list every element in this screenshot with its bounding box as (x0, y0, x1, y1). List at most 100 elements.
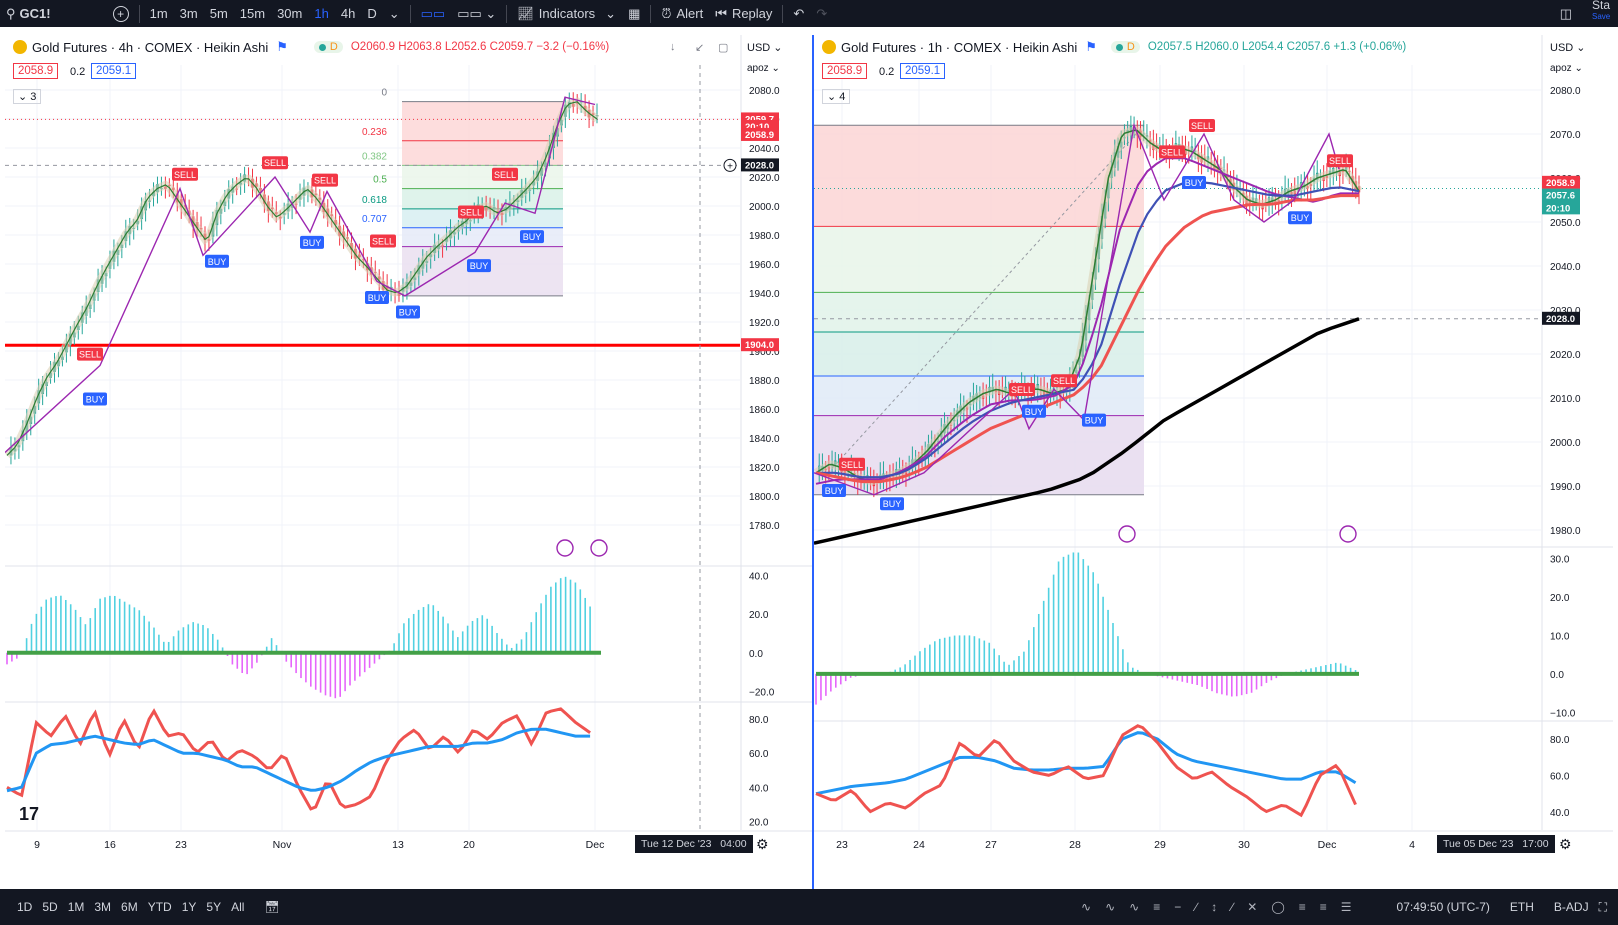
currency-selector[interactable]: USD ⌄ (1550, 42, 1586, 54)
scale-mode-selector[interactable]: apoz ⌄ (1550, 63, 1583, 74)
sell-signal-label: SELL (460, 208, 482, 218)
date-range-button[interactable]: 📅︎ (259, 900, 284, 914)
settings-gear-icon[interactable]: ⚙ (756, 836, 769, 852)
price-axis-label: 2000.0 (749, 202, 780, 213)
clock-time[interactable]: 07:49:50 (UTC-7) (1396, 900, 1490, 914)
redo-button[interactable]: ↷ (810, 0, 833, 27)
interval-3m[interactable]: 3m (179, 6, 198, 21)
replay-button[interactable]: ⏮︎ Replay (709, 0, 778, 27)
buy-signal (396, 305, 420, 319)
ohlc-change: +1.3 (+0.06%) (1333, 41, 1407, 53)
left-chart-canvas[interactable]: 0 0.236 0.382 0.5 0.618 0.707 SELL SELL SELL SELL… (5, 35, 813, 889)
buy-signal-label: BUY (1025, 407, 1044, 417)
right-ohlc: O2057.5 H2060.0 L2054.4 C2057.6 +1.3 (+0… (1148, 41, 1406, 53)
scroll-down-icon[interactable]: ↓ (670, 41, 676, 53)
undo-button[interactable]: ↶ (787, 0, 810, 27)
right-chart-canvas[interactable]: SELL SELL SELL SELL SELL SELL BUY BUY BUY BUY BUY B… (814, 35, 1613, 889)
crosshair-date-label: Tue 12 Dec '23 04:00 (635, 835, 753, 853)
range-3m[interactable]: 3M (94, 900, 112, 914)
indicators-toggle[interactable]: ⌄ 4 (822, 89, 851, 104)
fullscreen-icon[interactable]: ⛶ (1598, 899, 1607, 914)
buy-price-box[interactable]: 2059.1 (900, 63, 946, 79)
panel-toggle-button[interactable]: ◫ (1554, 0, 1578, 27)
sell-signal-label: SELL (79, 350, 101, 360)
time-axis-label: 16 (104, 839, 116, 851)
buy-signal-label: BUY (86, 395, 105, 405)
ray-icon[interactable]: − (1174, 900, 1182, 914)
currency-selector[interactable]: USD ⌄ (747, 42, 783, 54)
layout-button[interactable]: ▦ (622, 0, 646, 27)
interval-D[interactable]: D (367, 6, 377, 21)
scale-mode-label: apoz (1550, 63, 1572, 74)
chart-pane-right[interactable]: SELL SELL SELL SELL SELL SELL BUY BUY BUY BUY BUY B… (812, 35, 1613, 889)
bar-style-button[interactable]: ▭▭ (415, 0, 452, 27)
abcd-icon[interactable]: ∿ (1129, 900, 1140, 914)
range-5y[interactable]: 5Y (206, 900, 222, 914)
save-area[interactable]: Sta Save (1578, 0, 1618, 27)
trend-line-icon[interactable]: ∕ (1195, 900, 1198, 914)
rsi-axis-label: 80.0 (1550, 735, 1570, 746)
sell-price-box[interactable]: 2058.9 (822, 63, 868, 79)
price-axis-label: 1800.0 (749, 492, 780, 503)
undo-icon: ↶ (793, 5, 805, 21)
maximize-icon[interactable]: ▢ (718, 42, 729, 54)
sell-price-box[interactable]: 2058.9 (13, 63, 59, 79)
sell-signal (492, 167, 518, 181)
time-axis-label: 20 (463, 839, 475, 851)
symbol-search[interactable]: ⚲ GC1! (0, 0, 57, 27)
sell-signal-label: SELL (264, 158, 286, 168)
indicators-toggle[interactable]: ⌄ 3 (13, 89, 42, 104)
sell-signal-label: SELL (314, 176, 336, 186)
range-1y[interactable]: 1Y (181, 900, 197, 914)
interval-30m[interactable]: 30m (277, 6, 303, 21)
range-all[interactable]: All (231, 900, 245, 914)
alarm-clock-icon: ⏰︎ (661, 5, 672, 21)
range-1m[interactable]: 1M (67, 900, 85, 914)
buy-price-box[interactable]: 2059.1 (91, 63, 137, 79)
ohlc-low: L2054.4 (1241, 41, 1284, 53)
save-sublabel: Save (1592, 12, 1611, 21)
settings-gear-icon[interactable]: ⚙ (1559, 836, 1572, 852)
sell-signal (1051, 374, 1077, 388)
adjustment-toggle[interactable]: B-ADJ (1553, 900, 1589, 914)
indicators-button[interactable]: 📈︎ Indicators ⌄ (511, 0, 622, 27)
range-6m[interactable]: 6M (121, 900, 138, 914)
sell-signal-label: SELL (1191, 121, 1213, 131)
price-axis-label: 1980.0 (749, 231, 780, 242)
interval-1m[interactable]: 1m (149, 6, 168, 21)
pattern-icon[interactable]: ∿ (1081, 900, 1092, 914)
range-buttons: 1D 5D 1M 3M 6M YTD 1Y 5Y All (12, 900, 249, 914)
xabcd-icon[interactable]: ✕ (1247, 900, 1258, 914)
parallel-channel-icon[interactable]: ≡ (1153, 900, 1161, 914)
time-axis-label: 9 (34, 839, 40, 851)
alert-button[interactable]: ⏰︎ Alert (655, 0, 709, 27)
osc-axis-label: 30.0 (1550, 555, 1570, 566)
price-axis-label: 1980.0 (1550, 526, 1581, 537)
interval-1h[interactable]: 1h (314, 6, 329, 21)
range-5d[interactable]: 5D (42, 900, 58, 914)
sell-signal (312, 173, 338, 187)
range-ytd[interactable]: YTD (147, 900, 172, 914)
pitchfork-icon[interactable]: ↕ (1211, 900, 1218, 914)
chart-type-button[interactable]: ▭▭ ⌄ (451, 0, 502, 27)
interval-15m[interactable]: 15m (239, 6, 266, 21)
redo-icon: ↷ (816, 5, 828, 21)
price-axis-label: 1940.0 (749, 289, 780, 300)
interval-dropdown[interactable]: ⌄ (383, 0, 406, 27)
rsi-line (6, 707, 591, 811)
fib-icon[interactable]: ≡ (1298, 900, 1306, 914)
interval-4h[interactable]: 4h (340, 6, 356, 21)
collapse-icon[interactable]: ↙ (695, 42, 705, 54)
chart-pane-left[interactable]: 0 0.236 0.382 0.5 0.618 0.707 SELL SELL SELL SELL… (5, 35, 813, 889)
elliott-wave-icon[interactable]: ∿ (1105, 900, 1116, 914)
ruler-icon[interactable]: ≡ (1319, 900, 1327, 914)
circle-icon[interactable]: ◯ (1271, 900, 1285, 914)
compare-symbol-button[interactable]: + (107, 0, 135, 27)
range-1d[interactable]: 1D (17, 900, 33, 914)
long-line-icon[interactable]: ∕ (1231, 900, 1234, 914)
sell-signal (77, 347, 103, 361)
session-toggle[interactable]: ETH (1509, 900, 1534, 914)
menu-icon[interactable]: ☰ (1340, 900, 1352, 914)
scale-mode-selector[interactable]: apoz ⌄ (747, 63, 780, 74)
interval-5m[interactable]: 5m (209, 6, 228, 21)
